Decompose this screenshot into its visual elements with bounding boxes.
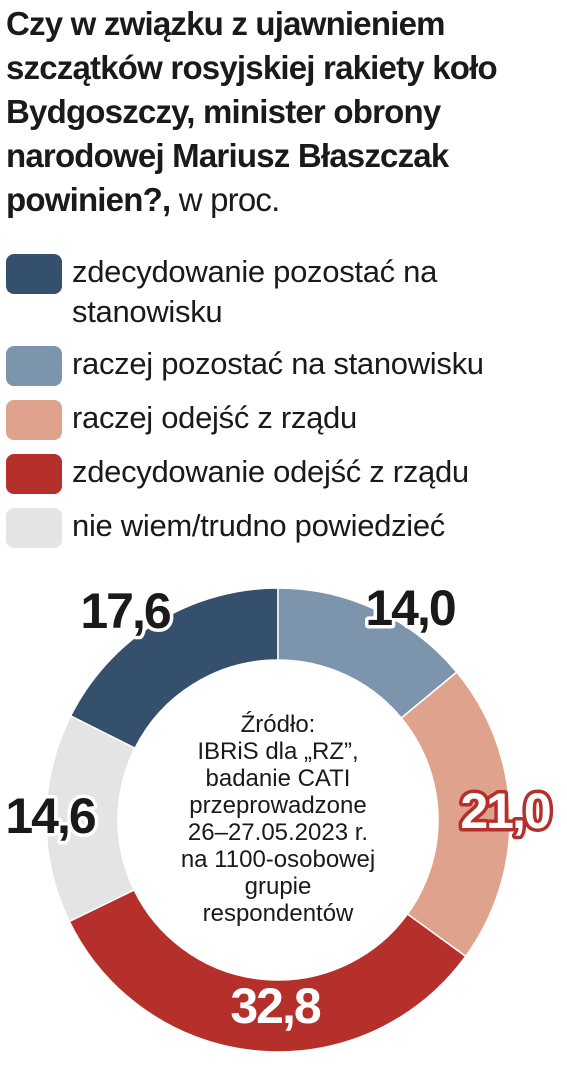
legend-swatch (6, 400, 62, 440)
data-label: 14,0 (365, 580, 455, 636)
source-note: przeprowadzone (189, 792, 366, 819)
data-label: 14,6 (5, 788, 95, 844)
source-note: grupie (245, 873, 312, 900)
chart: 17,6 14,0 21,0 32,8 14,6 Źródło:IBRiS dla „RZ… (2, 577, 555, 1053)
chart-title: Czy w związku z ujawnieniem szczątków ro… (6, 5, 498, 218)
legend-swatch (6, 454, 62, 494)
legend-label: zdecydowanie odejść z rządu (72, 454, 469, 489)
source-note: na 1100-osobowej (181, 846, 375, 873)
legend-item: raczej odejść z rządu (6, 398, 562, 440)
legend-label: nie wiem/trudno powiedzieć (72, 508, 446, 543)
legend-label: raczej pozostać na stanowisku (72, 346, 484, 381)
data-label: 17,6 (80, 583, 170, 639)
legend-item: zdecydowanie pozostać na stanowisku (6, 252, 562, 332)
legend-label: zdecydowanie pozostać na stanowisku (72, 254, 438, 329)
legend-item: zdecydowanie odejść z rządu (6, 452, 562, 494)
legend: zdecydowanie pozostać na stanowisku racze… (6, 252, 562, 560)
header: Czy w związku z ujawnieniem szczątków ro… (6, 2, 562, 222)
source-note: badanie CATI (206, 765, 351, 792)
legend-label: raczej odejść z rządu (72, 400, 357, 435)
legend-item: raczej pozostać na stanowisku (6, 344, 562, 386)
legend-swatch (6, 254, 62, 294)
donut-slice (45, 714, 136, 923)
source-note: Źródło: (241, 711, 316, 738)
source-note: respondentów (203, 900, 354, 927)
source-note: IBRiS dla „RZ”, (197, 738, 358, 765)
legend-swatch (6, 508, 62, 548)
data-label: 21,0 (460, 783, 550, 839)
legend-item: nie wiem/trudno powiedzieć (6, 506, 562, 548)
donut-slice (68, 888, 467, 1053)
chart-subtitle: w proc. (178, 181, 281, 218)
legend-swatch (6, 346, 62, 386)
source-note: 26–27.05.2023 r. (188, 819, 368, 846)
data-label: 32,8 (230, 978, 321, 1034)
